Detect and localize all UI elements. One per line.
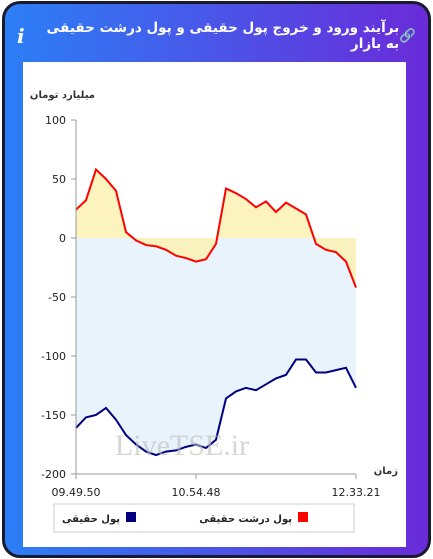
y-tick-label: 50 (52, 173, 66, 186)
link-icon: 🔗 (399, 28, 416, 44)
x-tick-label: 09.49.50 (52, 486, 101, 499)
area (76, 169, 356, 288)
y-tick-label: 0 (59, 232, 66, 245)
y-tick-label: -200 (41, 468, 66, 481)
watermark: LiveTSE.ir (115, 429, 249, 462)
y-tick-label: -50 (48, 291, 66, 304)
chart-title: برآیند ورود و خروج پول حقیقی و پول درشت … (46, 20, 400, 52)
x-axis-label: زمان (374, 466, 398, 477)
y-tick-label: -150 (41, 409, 66, 422)
area (76, 238, 356, 456)
line (75, 167, 357, 288)
header: 🔗 برآیند ورود و خروج پول حقیقی و پول درش… (17, 18, 416, 54)
x-tick-label: 12.33.21 (332, 486, 381, 499)
legend-label: پول حقیقی (62, 514, 120, 525)
y-tick-label: -100 (41, 350, 66, 363)
line (75, 358, 357, 457)
info-icon[interactable]: i (17, 24, 25, 48)
x-tick-label: 10.54.48 (172, 486, 221, 499)
legend-swatch (126, 512, 136, 522)
y-axis-label: میلیارد تومان (30, 90, 95, 101)
y-tick-label: 100 (45, 114, 66, 127)
legend-label: پول درشت حقیقی (199, 514, 292, 525)
legend-swatch (298, 512, 308, 522)
